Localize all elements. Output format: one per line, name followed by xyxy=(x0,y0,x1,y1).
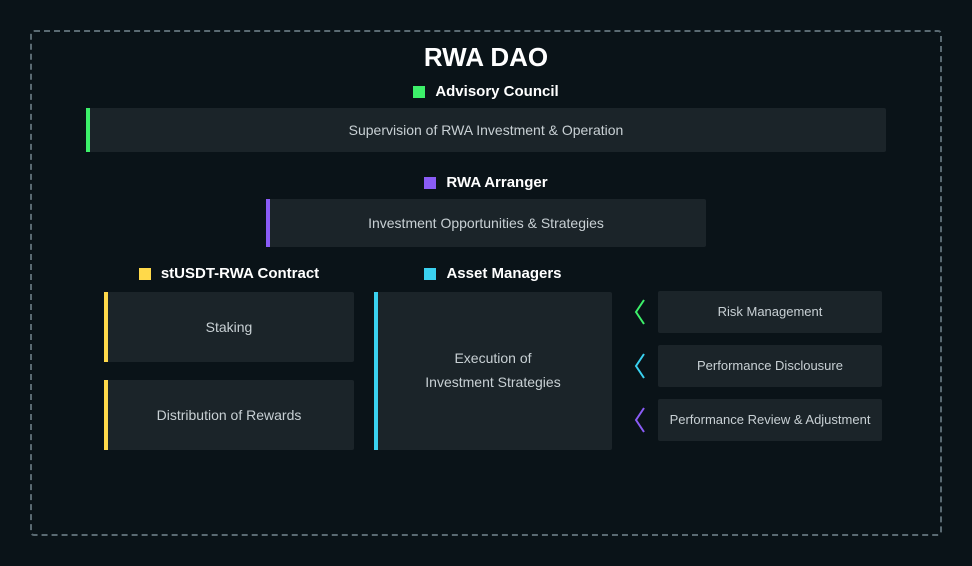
outputs-column: Risk Management Performance Disclousure … xyxy=(632,265,890,453)
advisory-swatch xyxy=(413,86,425,98)
advisory-box: Supervision of RWA Investment & Operatio… xyxy=(86,108,886,152)
output-text-0: Risk Management xyxy=(718,304,823,321)
rewards-text: Distribution of Rewards xyxy=(157,407,302,423)
advisory-label: Advisory Council xyxy=(435,83,558,100)
contract-label: stUSDT-RWA Contract xyxy=(161,265,319,282)
arranger-section: RWA Arranger Investment Opportunities & … xyxy=(62,170,910,265)
rewards-accent xyxy=(104,380,108,450)
main-title: RWA DAO xyxy=(62,42,910,73)
staking-text: Staking xyxy=(206,319,253,335)
staking-accent xyxy=(104,292,108,362)
arranger-header: RWA Arranger xyxy=(62,174,910,191)
managers-swatch xyxy=(424,268,436,280)
output-text-2: Performance Review & Adjustment xyxy=(670,412,871,429)
output-item-0: Risk Management xyxy=(632,291,890,333)
contract-swatch xyxy=(139,268,151,280)
managers-header: Asset Managers xyxy=(374,265,612,282)
output-box-0: Risk Management xyxy=(658,291,882,333)
advisory-section: Advisory Council Supervision of RWA Inve… xyxy=(62,79,910,170)
advisory-accent xyxy=(86,108,90,152)
advisory-header: Advisory Council xyxy=(62,83,910,100)
managers-label: Asset Managers xyxy=(446,265,561,282)
chevron-icon xyxy=(632,406,648,434)
arranger-label: RWA Arranger xyxy=(446,174,547,191)
contract-header: stUSDT-RWA Contract xyxy=(104,265,354,282)
bottom-row: stUSDT-RWA Contract Staking Distribution… xyxy=(62,265,910,468)
arranger-swatch xyxy=(424,177,436,189)
arranger-accent xyxy=(266,199,270,247)
execution-box: Execution of Investment Strategies xyxy=(374,292,612,450)
output-box-2: Performance Review & Adjustment xyxy=(658,399,882,441)
contract-column: stUSDT-RWA Contract Staking Distribution… xyxy=(104,265,354,468)
output-text-1: Performance Disclousure xyxy=(697,358,843,375)
execution-text: Execution of Investment Strategies xyxy=(425,347,560,395)
chevron-icon xyxy=(632,352,648,380)
arranger-box-text: Investment Opportunities & Strategies xyxy=(368,215,604,231)
execution-accent xyxy=(374,292,378,450)
managers-column: Asset Managers Execution of Investment S… xyxy=(374,265,612,450)
output-item-2: Performance Review & Adjustment xyxy=(632,399,890,441)
chevron-icon xyxy=(632,298,648,326)
dao-frame: RWA DAO Advisory Council Supervision of … xyxy=(30,30,942,536)
output-box-1: Performance Disclousure xyxy=(658,345,882,387)
advisory-box-text: Supervision of RWA Investment & Operatio… xyxy=(349,122,624,138)
output-item-1: Performance Disclousure xyxy=(632,345,890,387)
staking-box: Staking xyxy=(104,292,354,362)
rewards-box: Distribution of Rewards xyxy=(104,380,354,450)
arranger-box: Investment Opportunities & Strategies xyxy=(266,199,706,247)
